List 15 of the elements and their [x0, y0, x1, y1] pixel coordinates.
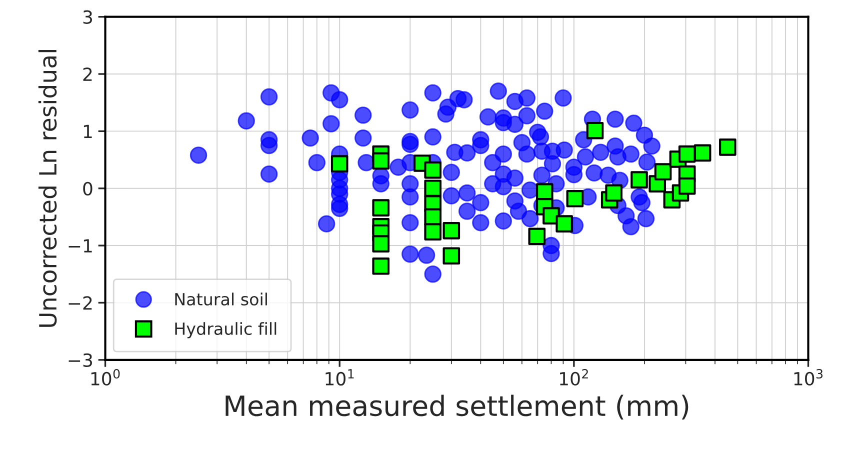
y-tick-label: 2: [83, 67, 92, 81]
y-tick-label: −3: [68, 353, 92, 368]
x-tick-label: 10$^{0}$: [91, 369, 120, 386]
x-tick-label: 10$^{1}$: [326, 369, 354, 386]
x-tick-label: 10$^{2}$: [560, 369, 588, 386]
y-tick-label: 3: [83, 10, 92, 24]
y-tick-label: 0: [83, 182, 92, 196]
x-axis-title: Mean measured settlement (mm): [226, 394, 688, 420]
y-axis-title: Uncorrected Ln residual: [38, 50, 57, 327]
legend-label: Natural soil: [175, 292, 267, 306]
y-tick-label: −2: [68, 296, 92, 310]
legend-label: Hydraulic fill: [175, 322, 276, 338]
x-tick-label: 10$^{3}$: [794, 369, 823, 386]
y-tick-label: 1: [84, 124, 92, 138]
y-tick-label: −1: [68, 239, 92, 252]
